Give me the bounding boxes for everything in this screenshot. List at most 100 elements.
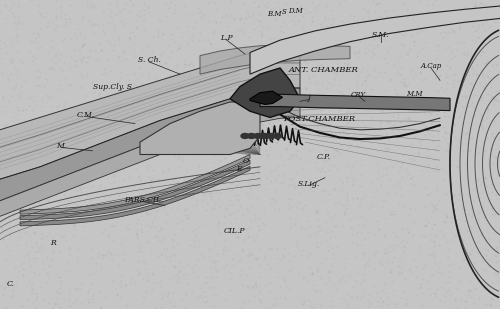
Point <box>70 167 78 171</box>
Point <box>84 19 92 24</box>
Circle shape <box>267 133 275 138</box>
Point <box>321 15 329 19</box>
Point <box>395 270 403 275</box>
Point <box>490 206 498 211</box>
Point <box>377 304 385 309</box>
Point <box>386 178 394 183</box>
Point <box>2 162 10 167</box>
Point <box>416 70 424 75</box>
Point <box>484 91 492 96</box>
Point <box>398 161 406 166</box>
Point <box>80 224 88 229</box>
Point <box>181 65 189 70</box>
Point <box>166 299 174 304</box>
Point <box>270 117 278 122</box>
Point <box>360 278 368 283</box>
Point <box>186 34 194 39</box>
Point <box>134 84 141 89</box>
Point <box>258 113 266 118</box>
Point <box>267 201 275 206</box>
Point <box>24 251 32 256</box>
Point <box>80 36 88 40</box>
Point <box>117 70 125 75</box>
Point <box>472 28 480 32</box>
Point <box>79 55 87 60</box>
Point <box>184 95 192 99</box>
Point <box>202 190 210 195</box>
Point <box>192 107 200 112</box>
Point <box>336 2 344 7</box>
Point <box>380 250 388 255</box>
Point <box>243 166 251 171</box>
Point <box>486 236 494 241</box>
Point <box>453 39 461 44</box>
Point <box>204 114 212 119</box>
Point <box>432 291 440 296</box>
Point <box>0 284 4 289</box>
Point <box>375 13 383 18</box>
Point <box>244 13 252 18</box>
Point <box>268 101 276 106</box>
Point <box>36 45 44 50</box>
Point <box>178 296 186 301</box>
Point <box>170 231 178 236</box>
Point <box>239 225 247 230</box>
Point <box>32 239 40 244</box>
Point <box>240 21 248 26</box>
Point <box>179 273 187 278</box>
Point <box>123 303 131 308</box>
Point <box>110 28 118 33</box>
Point <box>63 268 71 273</box>
Point <box>252 144 260 149</box>
Point <box>326 31 334 36</box>
Point <box>450 214 458 219</box>
Point <box>166 32 174 36</box>
Point <box>312 135 320 140</box>
Point <box>438 167 446 172</box>
Point <box>194 224 202 229</box>
Point <box>82 193 90 198</box>
Point <box>52 301 60 306</box>
Point <box>50 306 58 309</box>
Point <box>68 215 76 220</box>
Point <box>324 210 332 215</box>
Point <box>152 128 160 133</box>
Point <box>417 29 425 34</box>
Point <box>183 63 191 68</box>
Point <box>48 44 56 49</box>
Point <box>88 205 96 210</box>
Point <box>196 104 203 109</box>
Point <box>17 181 25 186</box>
Point <box>152 214 160 219</box>
Point <box>324 48 332 53</box>
Point <box>430 222 438 226</box>
Point <box>358 82 366 87</box>
Point <box>6 167 14 172</box>
Point <box>225 59 233 64</box>
Point <box>405 116 413 121</box>
Point <box>480 175 488 180</box>
Point <box>232 235 240 239</box>
Point <box>146 178 154 183</box>
Point <box>314 131 322 136</box>
Point <box>80 158 88 163</box>
Point <box>442 211 450 216</box>
Point <box>465 288 473 293</box>
Point <box>30 150 38 155</box>
Point <box>488 207 496 212</box>
Point <box>396 54 404 59</box>
Point <box>360 222 368 227</box>
Point <box>99 253 107 258</box>
Point <box>195 99 203 104</box>
Point <box>24 297 32 302</box>
Point <box>362 22 370 27</box>
Point <box>176 192 184 197</box>
Point <box>396 23 404 28</box>
Point <box>42 77 50 82</box>
Point <box>368 49 376 54</box>
Point <box>416 139 424 144</box>
Point <box>154 28 162 33</box>
Point <box>362 78 370 83</box>
Point <box>336 279 344 284</box>
Point <box>464 249 472 254</box>
